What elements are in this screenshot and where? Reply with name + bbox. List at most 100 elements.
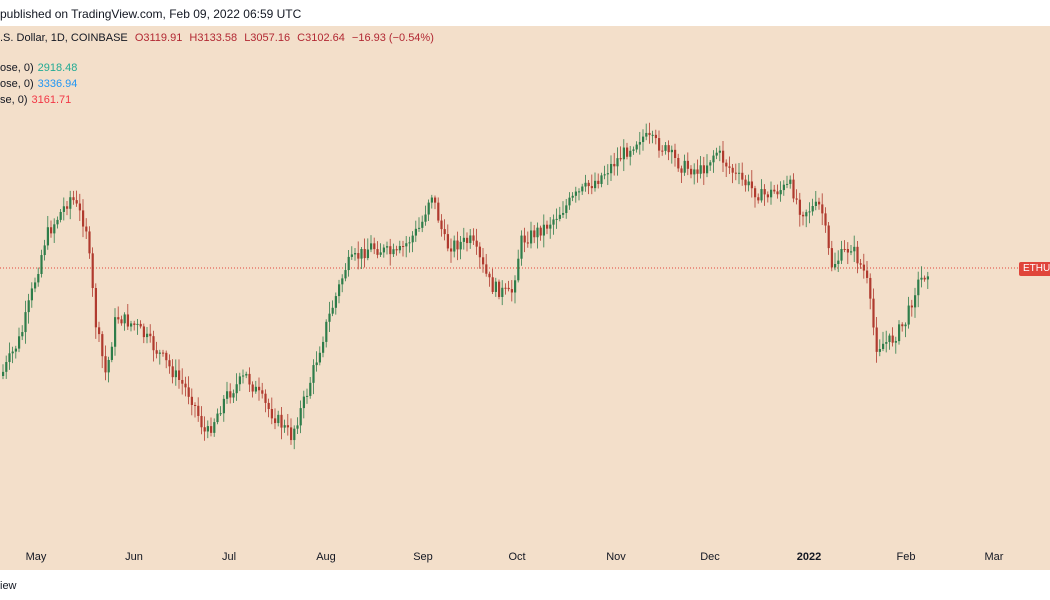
candle	[914, 287, 917, 318]
candle	[30, 282, 33, 308]
x-tick-sep: Sep	[413, 551, 433, 563]
candle	[334, 292, 337, 315]
x-tick-jun: Jun	[125, 551, 143, 563]
candle	[219, 406, 222, 416]
candle	[235, 373, 238, 401]
candle	[562, 201, 565, 218]
candle	[894, 336, 897, 354]
low-value: L3057.16	[244, 32, 291, 44]
candle	[450, 238, 453, 263]
candle	[69, 190, 72, 220]
candle	[584, 174, 587, 192]
x-tick-may: May	[25, 551, 47, 563]
candle	[354, 247, 357, 261]
candle	[891, 327, 894, 347]
candle	[750, 170, 753, 198]
candle	[658, 130, 661, 158]
candle	[917, 271, 920, 308]
candle	[568, 192, 571, 210]
candle	[571, 192, 574, 202]
candle	[24, 300, 27, 344]
candle	[843, 240, 846, 253]
candle	[11, 346, 14, 364]
candle	[149, 324, 152, 343]
candle	[18, 327, 21, 353]
candle	[392, 243, 395, 257]
candle	[859, 259, 862, 269]
candle	[549, 217, 552, 239]
candle	[251, 381, 254, 398]
candle	[270, 397, 273, 425]
candle	[926, 271, 929, 289]
candle	[229, 383, 232, 404]
candle	[638, 131, 641, 155]
open-value: O3119.91	[134, 32, 183, 44]
candle	[850, 245, 853, 256]
candle	[606, 164, 609, 186]
candle	[82, 199, 85, 238]
candle	[184, 376, 187, 397]
chart-area[interactable]: .S. Dollar, 1D, COINBASE O3119.91 H3133.…	[0, 26, 1050, 570]
candle	[613, 152, 616, 176]
indicator-3-label: se, 0)	[0, 94, 28, 106]
candle	[907, 296, 910, 329]
candle	[14, 345, 17, 359]
candle	[565, 198, 568, 219]
x-tick-2022: 2022	[796, 551, 822, 563]
candle	[347, 250, 350, 277]
candle	[376, 241, 379, 259]
candle	[693, 163, 696, 185]
candle	[837, 250, 840, 273]
candle	[382, 244, 385, 258]
candle	[75, 190, 78, 207]
candle	[626, 142, 629, 160]
candle	[763, 184, 766, 206]
candle	[53, 218, 56, 243]
high-value: H3133.58	[189, 32, 238, 44]
candle	[600, 172, 603, 188]
candle	[645, 123, 648, 141]
candle	[40, 249, 43, 278]
candle	[709, 160, 712, 171]
candle	[910, 299, 913, 317]
candle	[338, 279, 341, 304]
candle	[408, 236, 411, 253]
candle	[920, 266, 923, 288]
candle	[674, 143, 677, 167]
candle	[533, 225, 536, 244]
candle	[734, 163, 737, 181]
candle	[776, 184, 779, 199]
candle	[539, 225, 542, 241]
candle	[789, 175, 792, 189]
candle	[248, 367, 251, 393]
candle	[440, 214, 443, 237]
candle	[635, 141, 638, 153]
candle	[344, 263, 347, 282]
candle	[418, 217, 421, 232]
candle	[306, 388, 309, 404]
candle	[888, 333, 891, 350]
candle	[136, 318, 139, 335]
candle	[574, 186, 577, 203]
candle	[91, 247, 94, 297]
candle	[315, 351, 318, 372]
candle	[155, 341, 158, 359]
footer-text: iew	[0, 580, 17, 592]
candle	[885, 330, 888, 353]
candle	[226, 381, 229, 404]
candle	[792, 173, 795, 203]
indicator-2-label: ose, 0)	[0, 78, 34, 90]
candle	[123, 312, 126, 331]
candle	[661, 145, 664, 156]
candle	[555, 208, 558, 229]
candle	[302, 390, 305, 419]
candle	[677, 153, 680, 172]
candle	[366, 238, 369, 261]
candle	[718, 145, 721, 162]
candle	[526, 231, 529, 248]
candle	[142, 323, 145, 344]
candle	[523, 227, 526, 253]
candle	[190, 388, 193, 416]
candle	[901, 322, 904, 332]
candle	[427, 199, 430, 222]
